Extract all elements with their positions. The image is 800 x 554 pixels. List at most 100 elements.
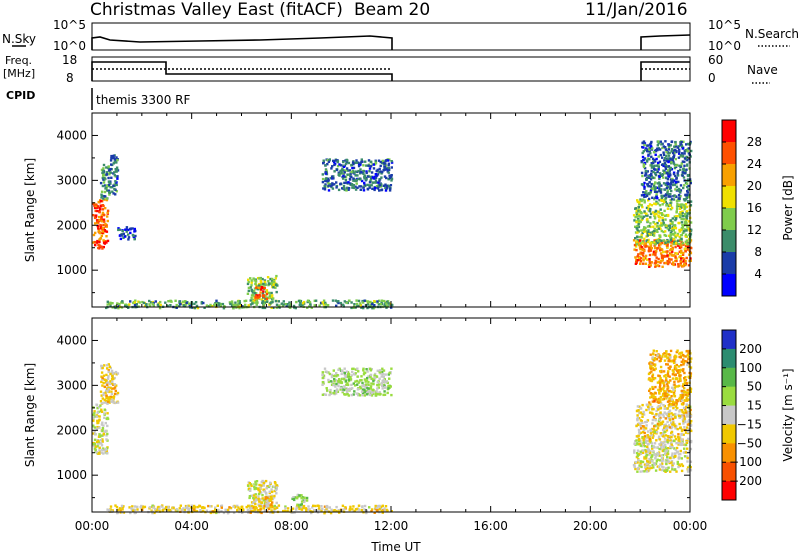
data-cell xyxy=(106,381,109,385)
data-cell xyxy=(657,374,660,377)
data-cell xyxy=(660,456,664,460)
data-cell xyxy=(684,355,687,358)
data-cell xyxy=(655,412,658,416)
data-cell xyxy=(678,370,682,374)
data-cell xyxy=(335,372,338,375)
data-cell xyxy=(101,226,105,230)
data-cell xyxy=(653,399,656,403)
data-cell xyxy=(325,179,329,183)
data-cell xyxy=(365,379,369,382)
data-cell xyxy=(365,171,368,175)
data-cell xyxy=(381,504,384,507)
data-cell xyxy=(635,220,638,224)
data-cell xyxy=(159,303,162,307)
data-cell xyxy=(648,260,651,263)
data-cell xyxy=(643,185,646,189)
data-cell xyxy=(335,375,338,378)
data-cell xyxy=(365,511,368,515)
data-cell xyxy=(655,350,658,353)
data-cell xyxy=(330,383,334,386)
data-cell xyxy=(669,247,673,251)
data-cell xyxy=(665,429,669,432)
data-cell xyxy=(654,259,657,262)
data-cell xyxy=(650,164,653,167)
data-cell xyxy=(679,264,682,267)
data-cell xyxy=(92,413,95,416)
data-cell xyxy=(366,187,369,191)
data-cell xyxy=(655,460,659,463)
data-cell xyxy=(642,413,646,416)
data-cell xyxy=(201,506,204,509)
data-cell xyxy=(643,167,647,170)
data-cell xyxy=(683,223,687,226)
data-cell xyxy=(664,250,667,253)
data-cell xyxy=(219,305,222,308)
data-cell xyxy=(668,169,671,173)
data-cell xyxy=(121,300,124,303)
data-cell xyxy=(656,453,659,456)
data-cell xyxy=(351,161,355,164)
data-cell xyxy=(94,204,97,208)
data-cell xyxy=(654,186,657,189)
data-cell xyxy=(655,439,658,442)
data-cell xyxy=(654,392,657,395)
data-cell xyxy=(686,212,690,215)
data-cell xyxy=(353,390,356,393)
y-tick-label: 1000 xyxy=(56,468,87,482)
data-cell xyxy=(658,423,661,426)
data-cell xyxy=(681,223,684,227)
data-cell xyxy=(687,152,691,155)
data-cell xyxy=(647,408,651,411)
data-cell xyxy=(663,162,667,165)
data-cell xyxy=(268,504,271,507)
scatter-region xyxy=(106,504,393,515)
data-cell xyxy=(354,161,357,165)
freq-trace-day xyxy=(91,61,393,81)
data-cell xyxy=(390,160,393,163)
data-cell xyxy=(656,427,660,430)
data-cell xyxy=(100,234,103,237)
data-cell xyxy=(687,468,690,471)
data-cell xyxy=(686,363,689,367)
data-cell xyxy=(673,151,676,155)
data-cell xyxy=(366,370,369,373)
data-cell xyxy=(103,416,106,419)
data-cell xyxy=(670,460,674,463)
data-cell xyxy=(351,387,354,390)
data-cell xyxy=(92,417,95,421)
data-cell xyxy=(184,300,187,303)
data-cell xyxy=(685,239,689,242)
data-cell xyxy=(669,252,672,255)
data-cell xyxy=(358,185,361,188)
data-cell xyxy=(334,159,338,162)
data-cell xyxy=(133,508,137,512)
data-cell xyxy=(172,506,175,510)
data-cell xyxy=(253,296,256,299)
data-cell xyxy=(674,143,677,146)
data-cell xyxy=(113,154,116,157)
data-cell xyxy=(255,303,258,306)
data-cell xyxy=(640,257,643,260)
data-cell xyxy=(651,463,654,467)
data-cell xyxy=(261,294,265,297)
data-cell xyxy=(363,299,366,302)
data-cell xyxy=(634,262,638,265)
data-cell xyxy=(261,301,264,304)
data-cell xyxy=(673,401,677,404)
data-cell xyxy=(98,244,101,247)
data-cell xyxy=(662,164,665,168)
data-cell xyxy=(664,427,668,430)
data-cell xyxy=(689,390,692,393)
data-cell xyxy=(654,160,657,163)
data-cell xyxy=(258,490,261,493)
data-cell xyxy=(679,351,682,355)
data-cell xyxy=(661,223,664,227)
data-cell xyxy=(639,462,642,465)
data-cell xyxy=(683,416,686,419)
data-cell xyxy=(683,262,686,266)
data-cell xyxy=(647,240,650,244)
data-cell xyxy=(123,235,127,238)
data-cell xyxy=(663,156,667,160)
data-cell xyxy=(637,422,640,425)
data-cell xyxy=(683,447,686,450)
